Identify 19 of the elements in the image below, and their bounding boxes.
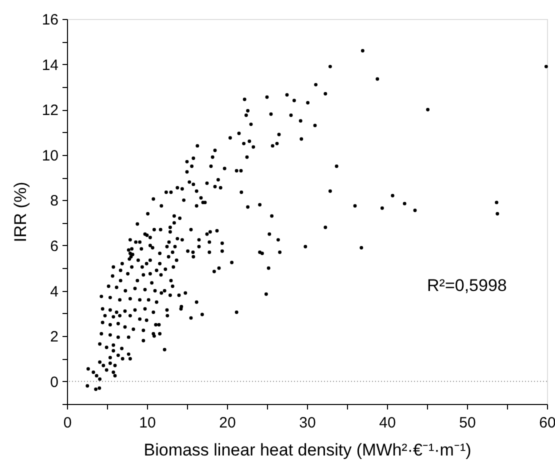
x-tick-label: 10	[139, 414, 156, 432]
x-tick-label: 20	[219, 414, 236, 432]
x-tick-label: 50	[459, 414, 476, 432]
y-tick-label: 14	[42, 56, 58, 74]
x-tick-label: 0	[63, 414, 72, 432]
y-tick-label: 8	[50, 192, 58, 210]
y-tick-label: 6	[50, 238, 58, 255]
y-tick-label: 16	[42, 12, 58, 28]
annotation: R²=0,5998	[427, 276, 507, 295]
x-tick-label: 40	[379, 414, 396, 432]
y-tick-label: 12	[42, 102, 58, 120]
x-axis-title: Biomass linear heat density (MWh²·€⁻¹·m⁻¹)	[144, 440, 472, 460]
y-axis-title: IRR (%)	[10, 182, 30, 242]
y-tick-label: 4	[50, 283, 58, 300]
x-tick-label: 60	[539, 414, 555, 432]
y-tick-label: 10	[42, 147, 58, 164]
x-tick-label: 30	[299, 414, 316, 432]
y-tick-label: 2	[50, 328, 58, 346]
y-tick-label: 0	[50, 374, 58, 391]
